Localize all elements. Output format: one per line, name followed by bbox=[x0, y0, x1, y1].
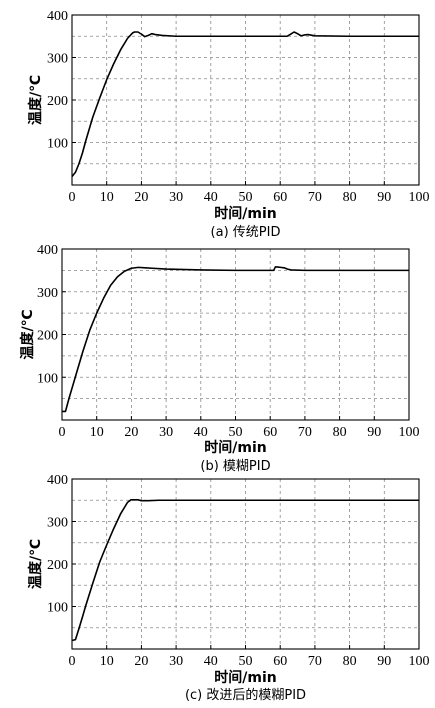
panel-1-x-tick-label-10: 10 bbox=[100, 190, 114, 205]
panel-3-y-tick-label-100: 100 bbox=[47, 601, 68, 616]
panel-3-x-tick-label-20: 20 bbox=[134, 654, 148, 669]
panel-1-x-axis-label: 时间/min bbox=[214, 205, 276, 222]
panel-2-x-tick-label-10: 10 bbox=[90, 425, 104, 440]
panel-1-series-line-1 bbox=[71, 31, 419, 178]
panel-2-x-tick-label-70: 70 bbox=[298, 425, 312, 440]
panel-3-y-axis-label: 温度/℃ bbox=[27, 539, 44, 589]
panel-2-y-tick-label-300: 300 bbox=[37, 286, 58, 301]
panel-1-x-tick-label-0: 0 bbox=[69, 190, 76, 205]
panel-1-y-tick-label-200: 200 bbox=[47, 94, 68, 109]
panel-3-x-tick-label-80: 80 bbox=[343, 654, 357, 669]
panel-1-x-tick-label-30: 30 bbox=[169, 190, 183, 205]
panel-1-x-tick-label-50: 50 bbox=[239, 190, 253, 205]
panel-2-y-axis-label: 温度/℃ bbox=[19, 309, 36, 359]
panel-1-x-tick-label-90: 90 bbox=[377, 190, 391, 205]
panel-1-x-tick-label-100: 100 bbox=[409, 190, 430, 205]
panel-2-caption: (b) 模糊PID bbox=[200, 458, 270, 474]
panel-3-x-tick-label-0: 0 bbox=[69, 654, 76, 669]
panel-3-y-tick-label-300: 300 bbox=[47, 516, 68, 531]
panel-2-x-tick-label-90: 90 bbox=[367, 425, 381, 440]
panel-2-x-tick-label-40: 40 bbox=[194, 425, 208, 440]
panel-2-x-tick-label-30: 30 bbox=[159, 425, 173, 440]
panel-3-y-tick-label-400: 400 bbox=[47, 473, 68, 488]
panel-3-x-tick-label-10: 10 bbox=[100, 654, 114, 669]
panel-2-x-tick-label-0: 0 bbox=[59, 425, 66, 440]
panel-3-caption: (c) 改进后的模糊PID bbox=[185, 687, 306, 703]
panel-1-x-tick-label-40: 40 bbox=[204, 190, 218, 205]
panel-3-x-tick-label-50: 50 bbox=[239, 654, 253, 669]
panel-1-x-tick-label-80: 80 bbox=[343, 190, 357, 205]
panel-3-x-tick-label-60: 60 bbox=[273, 654, 287, 669]
panel-3-x-tick-label-30: 30 bbox=[169, 654, 183, 669]
panel-1-x-tick-label-20: 20 bbox=[134, 190, 148, 205]
panel-2-x-tick-label-20: 20 bbox=[124, 425, 138, 440]
panel-2-y-tick-label-400: 400 bbox=[37, 243, 58, 258]
panel-3-x-tick-label-40: 40 bbox=[204, 654, 218, 669]
panel-1-y-tick-label-300: 300 bbox=[47, 52, 68, 67]
panel-1-caption: (a) 传统PID bbox=[211, 225, 281, 240]
panel-2-series-line-1 bbox=[62, 266, 409, 413]
panel-1-x-tick-label-70: 70 bbox=[308, 190, 322, 205]
panel-1-y-axis-label: 温度/℃ bbox=[27, 75, 44, 125]
panel-3-x-tick-label-70: 70 bbox=[308, 654, 322, 669]
panel-2-x-tick-label-60: 60 bbox=[263, 425, 277, 440]
panel-1-y-tick-label-100: 100 bbox=[47, 137, 68, 152]
panel-2-x-axis-label: 时间/min bbox=[204, 439, 266, 456]
panel-2-y-tick-label-100: 100 bbox=[37, 371, 58, 386]
panel-3-x-tick-label-100: 100 bbox=[409, 654, 430, 669]
panel-3-x-axis-label: 时间/min bbox=[214, 669, 276, 686]
panel-1-x-tick-label-60: 60 bbox=[273, 190, 287, 205]
panel-2-x-tick-label-50: 50 bbox=[229, 425, 243, 440]
panel-2-y-tick-label-200: 200 bbox=[37, 329, 58, 344]
panel-3-y-tick-label-200: 200 bbox=[47, 558, 68, 573]
panel-1-y-tick-label-400: 400 bbox=[47, 9, 68, 24]
panel-2-x-tick-label-80: 80 bbox=[333, 425, 347, 440]
panel-2-x-tick-label-100: 100 bbox=[399, 425, 420, 440]
panel-3-x-tick-label-90: 90 bbox=[377, 654, 391, 669]
panel-3-series-line-1 bbox=[71, 499, 419, 642]
